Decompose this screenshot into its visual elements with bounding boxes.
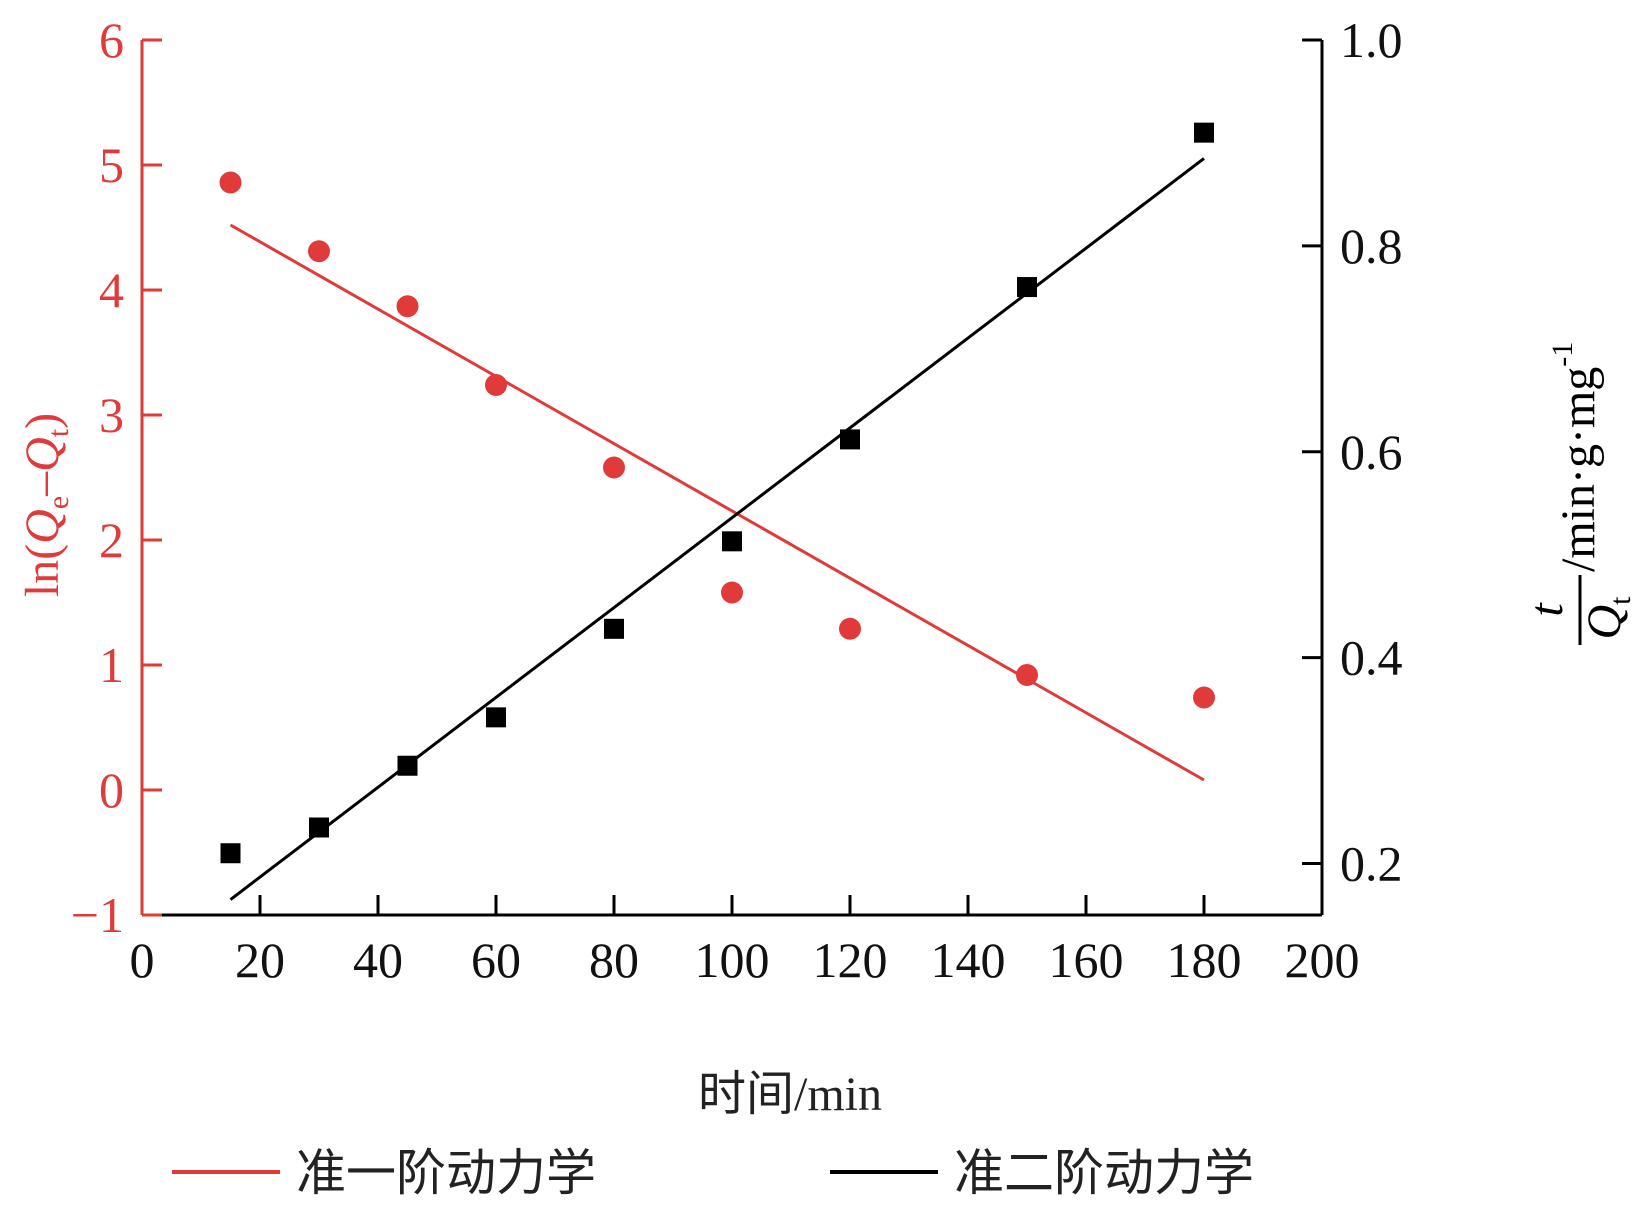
left-y-tick-label: 4 — [99, 262, 124, 318]
data-point-circle — [603, 456, 625, 479]
data-point-circle — [1016, 664, 1038, 686]
x-tick-label: 120 — [813, 932, 888, 988]
right-y-title-denominator: Qt — [1578, 596, 1637, 640]
right-y-title-units: /min·g·mg-1 — [1546, 342, 1605, 572]
right-y-tick-label: 0.4 — [1340, 630, 1403, 686]
fit-line-series-1 — [229, 157, 1205, 901]
left-y-axis-ticks: −1 0 1 2 3 4 5 6 — [71, 12, 162, 943]
legend: 准一阶动力学 准二阶动力学 — [172, 1144, 1254, 1202]
data-point-circle — [485, 374, 507, 396]
data-point-square — [309, 817, 329, 838]
data-point-circle — [219, 171, 242, 194]
x-axis-ticks: 0 20 40 60 80 100 120 140 160 180 200 — [130, 895, 1360, 988]
x-tick-label: 140 — [931, 932, 1006, 988]
left-y-axis-title: ln(Qe–Qt) — [16, 413, 75, 597]
data-point-circle — [308, 240, 330, 263]
data-point-square — [840, 429, 860, 450]
fit-line-series-0 — [229, 223, 1205, 782]
x-tick-label: 180 — [1167, 932, 1242, 988]
x-tick-label: 100 — [695, 932, 770, 988]
left-y-tick-label: 5 — [99, 137, 124, 193]
plot-frame — [140, 40, 1324, 917]
fit-lines — [229, 157, 1205, 901]
data-point-circle — [1193, 686, 1215, 709]
left-y-tick-label: 0 — [99, 762, 124, 818]
data-point-circle — [839, 617, 861, 640]
left-y-tick-label: 3 — [99, 387, 124, 443]
legend-label-first-order: 准一阶动力学 — [296, 1144, 596, 1202]
x-tick-label: 20 — [235, 932, 285, 988]
right-y-axis-ticks: 0.2 0.4 0.6 0.8 1.0 — [1302, 12, 1403, 892]
data-point-square — [1194, 122, 1214, 143]
data-point-circle — [721, 581, 743, 604]
x-tick-label: 40 — [353, 932, 403, 988]
x-tick-label: 160 — [1049, 932, 1124, 988]
left-y-tick-label: 1 — [99, 637, 124, 693]
left-y-tick-label: 2 — [99, 512, 124, 568]
left-y-tick-label: 6 — [99, 12, 124, 68]
data-point-square — [220, 843, 241, 864]
right-y-title-numerator: t — [1520, 602, 1573, 617]
x-axis-title: 时间/min — [698, 1068, 882, 1121]
x-tick-label: 200 — [1285, 932, 1360, 988]
right-y-axis-title: t Qt /min·g·mg-1 — [1520, 342, 1637, 645]
data-point-square — [486, 707, 506, 728]
left-y-tick-label: −1 — [71, 887, 124, 943]
right-y-tick-label: 1.0 — [1340, 12, 1403, 68]
legend-label-second-order: 准二阶动力学 — [954, 1144, 1254, 1202]
x-tick-label: 80 — [589, 932, 639, 988]
right-y-tick-label: 0.6 — [1340, 424, 1403, 480]
right-y-tick-label: 0.8 — [1340, 218, 1403, 274]
data-point-square — [604, 618, 624, 639]
data-point-circle — [396, 295, 419, 318]
data-markers — [219, 122, 1215, 864]
data-point-square — [397, 755, 418, 776]
x-tick-label: 0 — [130, 932, 155, 988]
right-y-tick-label: 0.2 — [1340, 836, 1403, 892]
data-point-square — [722, 531, 742, 552]
x-tick-label: 60 — [471, 932, 521, 988]
data-point-square — [1017, 277, 1037, 298]
